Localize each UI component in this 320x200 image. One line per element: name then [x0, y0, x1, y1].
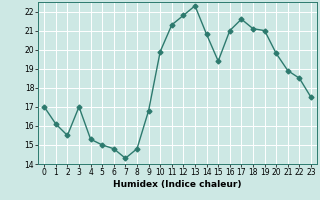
- X-axis label: Humidex (Indice chaleur): Humidex (Indice chaleur): [113, 180, 242, 189]
